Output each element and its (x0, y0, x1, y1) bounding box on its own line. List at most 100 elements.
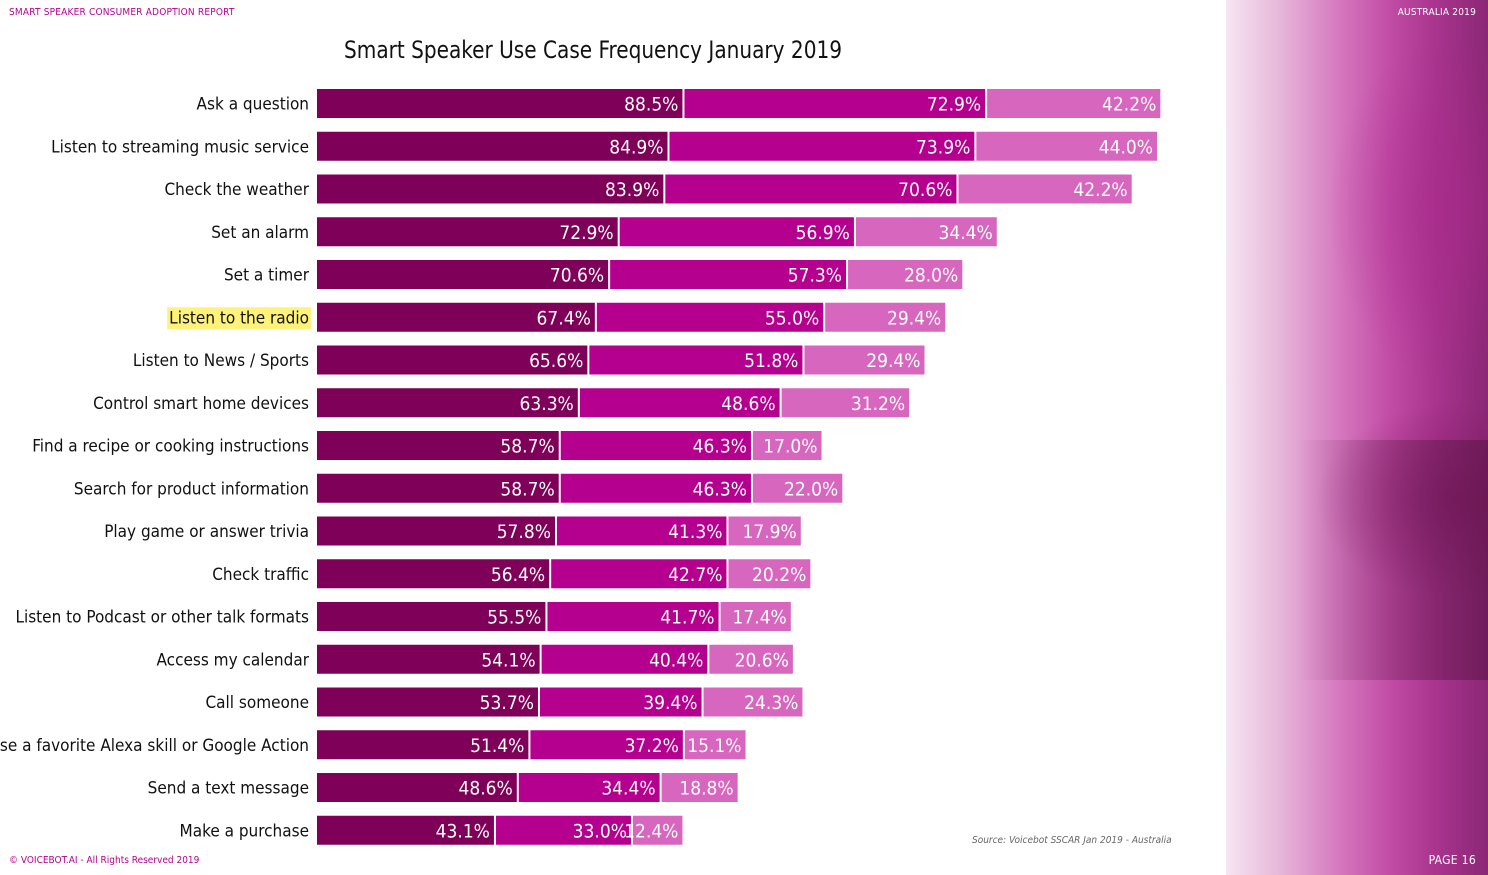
bar-segment-series-1 (317, 431, 559, 460)
bar-segment-series-2 (589, 345, 803, 375)
bar-segment-series-3 (976, 131, 1158, 161)
category-label: Listen to the radio (169, 308, 309, 328)
bar-segment-series-2 (596, 302, 824, 332)
value-label: 84.9% (609, 136, 663, 158)
category-label: Ask a question (197, 95, 309, 115)
value-label: 29.4% (887, 307, 941, 329)
category-label: Access my calendar (157, 650, 310, 670)
value-label: 17.0% (763, 436, 817, 458)
category-label: Find a recipe or cooking instructions (32, 437, 309, 457)
page-number: PAGE 16 (1428, 853, 1476, 867)
value-label: 56.9% (796, 222, 850, 244)
value-label: 33.0% (573, 820, 627, 842)
value-label: 72.9% (927, 94, 981, 116)
value-label: 29.4% (866, 350, 920, 372)
value-label: 28.0% (904, 265, 958, 287)
bar-row: Play game or answer trivia 57.8% 41.3% 17.9… (104, 516, 801, 546)
bar-row: Search for product information 58.7% 46.3%… (74, 473, 843, 503)
bar-row: Call someone 53.7% 39.4% 24.3% (205, 687, 803, 717)
bar-segment-series-2 (579, 388, 780, 418)
value-label: 42.2% (1102, 94, 1156, 116)
bar-segment-series-1 (317, 302, 595, 332)
value-label: 57.8% (497, 521, 551, 543)
bar-segment-series-1 (317, 345, 588, 375)
highlight-marker (167, 307, 311, 330)
bar-segment-series-1 (317, 687, 538, 717)
category-label: Set an alarm (211, 223, 309, 243)
bar-row: Make a purchase 43.1% 33.0%12.4% (180, 815, 683, 845)
value-label: 65.6% (529, 350, 583, 372)
bar-segment-series-3 (781, 388, 910, 418)
bar-segment-series-1 (317, 89, 683, 118)
value-label: 42.7% (668, 564, 722, 586)
bar-segment-series-3 (684, 730, 746, 760)
bar-row: Listen to the radio 67.4% 55.0% 29.4% (167, 302, 946, 332)
bar-segment-series-2 (610, 260, 847, 289)
bar-segment-series-3 (825, 302, 946, 332)
value-label: 42.2% (1073, 179, 1127, 201)
bar-segment-series-1 (317, 602, 546, 631)
bar-segment-series-1 (317, 174, 664, 204)
category-label: Set a timer (224, 266, 310, 286)
value-label: 46.3% (693, 478, 747, 500)
value-label: 53.7% (480, 692, 534, 714)
category-label: Listen to News / Sports (133, 351, 309, 371)
bar-segment-series-3 (728, 516, 801, 546)
bar-segment-series-2 (669, 131, 975, 161)
bar-row: Listen to News / Sports 65.6% 51.8% 29.4% (133, 345, 925, 375)
value-label: 88.5% (624, 94, 678, 116)
value-label: 34.4% (938, 222, 992, 244)
bar-segment-series-2 (684, 89, 986, 118)
bar-segment-series-1 (317, 473, 559, 503)
bar-segment-series-3 (752, 431, 822, 460)
category-label: Make a purchase (180, 821, 310, 841)
value-label: 72.9% (559, 222, 613, 244)
value-label: 24.3% (744, 692, 798, 714)
bar-segment-series-3 (855, 217, 997, 247)
category-label: Check traffic (212, 565, 309, 585)
bar-segment-series-1 (317, 516, 555, 546)
value-label: 20.2% (752, 564, 806, 586)
category-label: Control smart home devices (93, 394, 309, 414)
region-label: AUSTRALIA 2019 (1397, 7, 1476, 18)
bar-segment-series-3 (703, 687, 803, 717)
bar-row: Send a text message 48.6% 34.4% 18.8% (148, 773, 738, 802)
speaker-photo-shading (1296, 440, 1488, 680)
stacked-bar-chart: Ask a question 88.5% 72.9% 42.2% Listen to s… (0, 89, 1161, 845)
value-label: 31.2% (851, 393, 905, 415)
value-label: 46.3% (693, 436, 747, 458)
bar-row: Listen to streaming music service 84.9% 73… (51, 131, 1158, 161)
value-label: 37.2% (625, 735, 679, 757)
bar-segment-series-1 (317, 388, 578, 418)
bar-segment-series-2 (560, 431, 751, 460)
category-label: Use a favorite Alexa skill or Google Act… (0, 736, 309, 756)
value-label: 43.1% (436, 820, 490, 842)
bar-segment-series-2 (539, 687, 702, 717)
source-note: Source: Voicebot SSCAR Jan 2019 - Austra… (972, 835, 1172, 846)
bar-segment-series-2 (665, 174, 957, 204)
bar-row: Check traffic 56.4% 42.7% 20.2% (212, 559, 811, 589)
bar-segment-series-1 (317, 217, 618, 247)
bar-segment-series-3 (709, 644, 793, 674)
value-label: 40.4% (649, 649, 703, 671)
bar-segment-series-2 (541, 644, 708, 674)
bar-segment-series-3 (804, 345, 925, 375)
copyright-text: © VOICEBOT.AI - All Rights Reserved 2019 (9, 855, 200, 866)
value-label: 17.9% (742, 521, 796, 543)
bar-row: Use a favorite Alexa skill or Google Act… (0, 730, 746, 760)
value-label: 17.4% (733, 607, 787, 629)
value-label: 67.4% (537, 307, 591, 329)
bar-row: Check the weather 83.9% 70.6% 42.2% (164, 174, 1132, 204)
value-label: 44.0% (1099, 136, 1153, 158)
bar-segment-series-1 (317, 815, 494, 845)
bar-segment-series-3 (728, 559, 811, 589)
bar-segment-series-1 (317, 260, 609, 289)
value-label: 51.4% (470, 735, 524, 757)
value-label: 55.5% (487, 607, 541, 629)
value-label: 51.8% (744, 350, 798, 372)
bar-segment-series-2 (551, 559, 727, 589)
value-label: 15.1% (687, 735, 741, 757)
report-title: SMART SPEAKER CONSUMER ADOPTION REPORT (9, 7, 235, 18)
bar-segment-series-1 (317, 730, 529, 760)
value-label: 54.1% (481, 649, 535, 671)
